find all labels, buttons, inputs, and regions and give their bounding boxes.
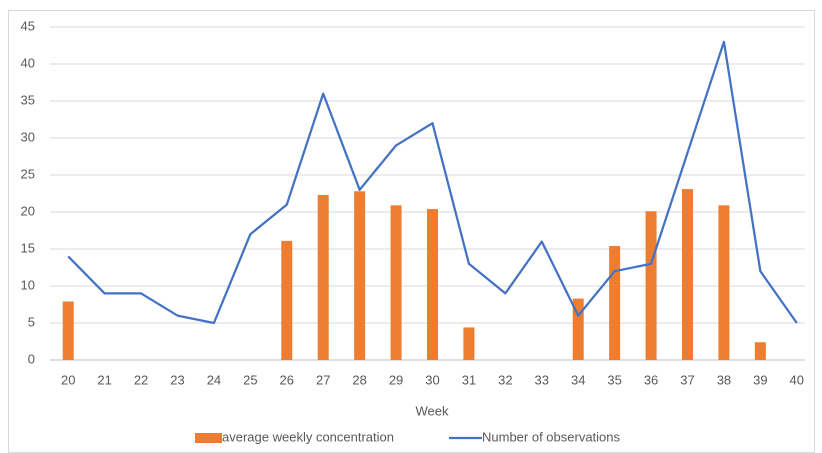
x-tick-label: 20 <box>61 372 75 387</box>
y-tick-label: 10 <box>21 277 35 292</box>
bar <box>317 194 329 360</box>
x-tick-label: 21 <box>97 372 111 387</box>
bar <box>572 298 584 360</box>
bar <box>645 211 657 360</box>
x-tick-label: 30 <box>425 372 439 387</box>
bar <box>427 209 438 360</box>
x-tick-label: 24 <box>207 372 221 387</box>
line-series <box>67 40 798 325</box>
y-tick-label: 35 <box>21 92 35 107</box>
x-tick-label: 32 <box>498 372 512 387</box>
x-tick-label: 36 <box>644 372 658 387</box>
bar <box>390 205 402 360</box>
x-tick-label: 33 <box>535 372 549 387</box>
x-axis-title: Week <box>416 403 449 418</box>
x-tick-label: 39 <box>753 372 767 387</box>
legend-label: average weekly concentration <box>222 429 394 444</box>
bar <box>609 246 621 360</box>
bar <box>281 240 293 360</box>
bar <box>62 301 74 360</box>
bar <box>754 342 766 360</box>
bar <box>718 205 730 360</box>
x-tick-label: 31 <box>462 372 476 387</box>
x-tick-label: 23 <box>170 372 184 387</box>
x-tick-label: 40 <box>790 372 804 387</box>
legend-swatch <box>195 433 222 443</box>
x-tick-label: 34 <box>571 372 585 387</box>
bar <box>682 189 693 360</box>
y-tick-label: 15 <box>21 240 35 255</box>
x-tick-label: 25 <box>243 372 257 387</box>
y-tick-label: 45 <box>21 18 35 33</box>
x-tick-label: 26 <box>280 372 294 387</box>
bar <box>463 327 475 360</box>
x-tick-label: 28 <box>352 372 366 387</box>
y-tick-label: 20 <box>21 203 35 218</box>
x-tick-label: 37 <box>680 372 694 387</box>
y-tick-label: 30 <box>21 129 35 144</box>
y-tick-label: 0 <box>28 351 35 366</box>
x-tick-label: 22 <box>134 372 148 387</box>
x-tick-label: 29 <box>389 372 403 387</box>
chart-border <box>8 10 815 453</box>
x-tick-label: 35 <box>607 372 621 387</box>
y-tick-label: 40 <box>21 55 35 70</box>
x-tick-label: 38 <box>717 372 731 387</box>
x-tick-label: 27 <box>316 372 330 387</box>
legend-label: Number of observations <box>482 429 621 444</box>
y-tick-label: 25 <box>21 166 35 181</box>
bar <box>354 191 366 360</box>
y-tick-label: 5 <box>28 314 35 329</box>
